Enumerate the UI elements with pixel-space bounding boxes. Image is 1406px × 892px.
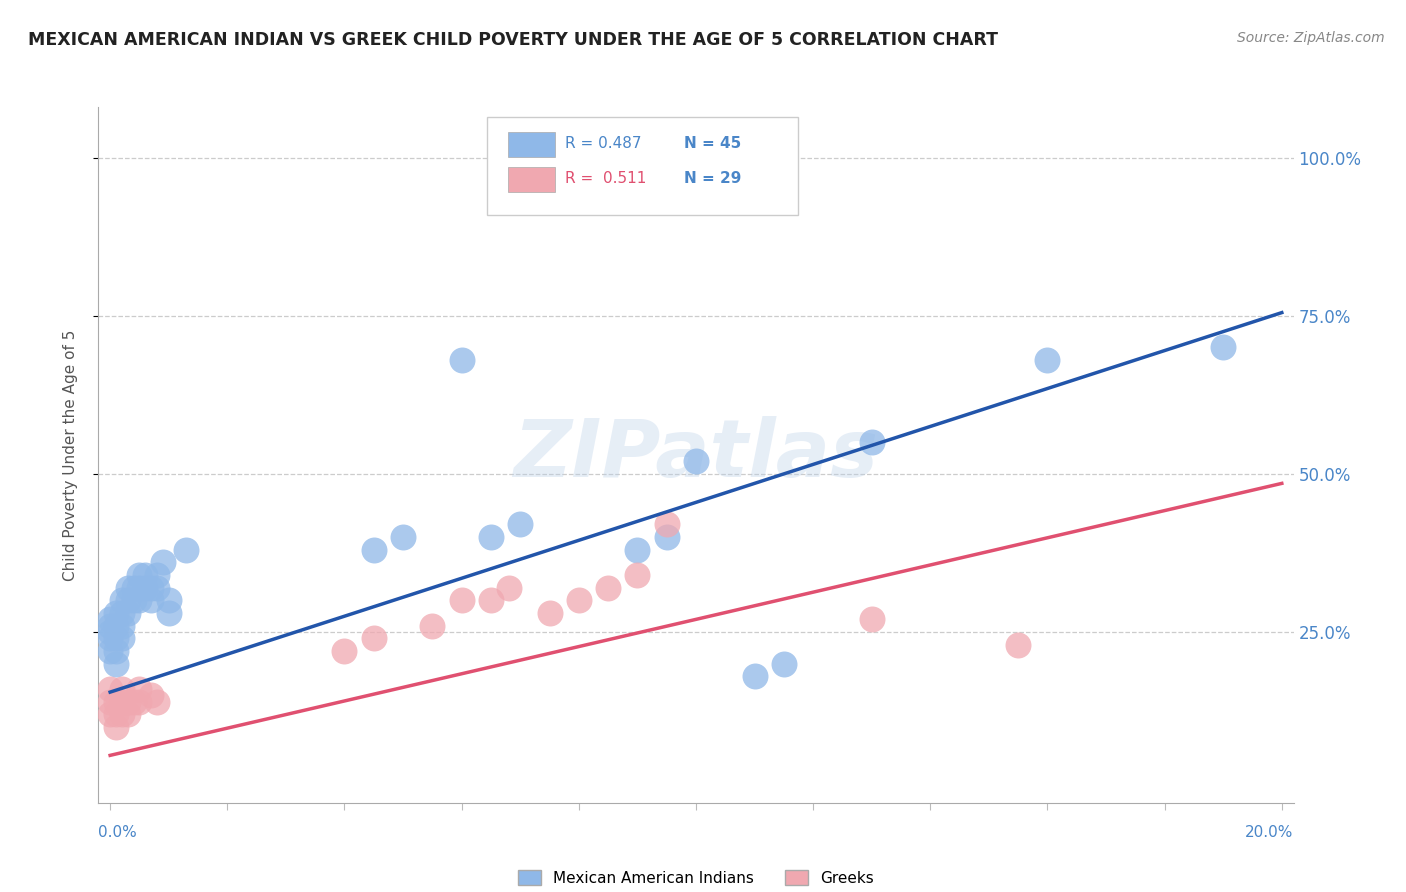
- Greeks: [128, 681, 150, 696]
- Mexican American Indians: [141, 593, 163, 607]
- Greeks: [117, 707, 139, 722]
- Mexican American Indians: [174, 542, 197, 557]
- Greeks: [141, 688, 163, 702]
- Greeks: [98, 707, 121, 722]
- Greeks: [626, 568, 648, 582]
- Greeks: [117, 695, 139, 709]
- Greeks: [422, 618, 444, 632]
- Greeks: [450, 593, 472, 607]
- Legend: Mexican American Indians, Greeks: Mexican American Indians, Greeks: [519, 870, 873, 886]
- Text: 20.0%: 20.0%: [1246, 825, 1294, 840]
- Greeks: [655, 517, 678, 532]
- Mexican American Indians: [117, 593, 139, 607]
- Greeks: [146, 695, 169, 709]
- Greeks: [122, 695, 145, 709]
- Mexican American Indians: [105, 644, 128, 658]
- FancyBboxPatch shape: [509, 167, 555, 192]
- Mexican American Indians: [392, 530, 415, 544]
- Mexican American Indians: [146, 568, 169, 582]
- Mexican American Indians: [141, 581, 163, 595]
- FancyBboxPatch shape: [486, 118, 797, 215]
- Mexican American Indians: [98, 625, 121, 640]
- Mexican American Indians: [773, 657, 796, 671]
- Mexican American Indians: [117, 606, 139, 620]
- Text: R = 0.487: R = 0.487: [565, 136, 641, 152]
- Mexican American Indians: [105, 632, 128, 646]
- Mexican American Indians: [122, 593, 145, 607]
- Text: MEXICAN AMERICAN INDIAN VS GREEK CHILD POVERTY UNDER THE AGE OF 5 CORRELATION CH: MEXICAN AMERICAN INDIAN VS GREEK CHILD P…: [28, 31, 998, 49]
- Mexican American Indians: [860, 435, 883, 450]
- Mexican American Indians: [105, 606, 128, 620]
- Mexican American Indians: [1212, 340, 1234, 354]
- Mexican American Indians: [157, 606, 180, 620]
- Greeks: [363, 632, 385, 646]
- Greeks: [111, 695, 134, 709]
- Mexican American Indians: [744, 669, 766, 683]
- Mexican American Indians: [626, 542, 648, 557]
- Greeks: [128, 695, 150, 709]
- Mexican American Indians: [105, 618, 128, 632]
- Greeks: [98, 681, 121, 696]
- Mexican American Indians: [685, 454, 707, 468]
- Mexican American Indians: [98, 612, 121, 626]
- Mexican American Indians: [98, 618, 121, 632]
- Greeks: [568, 593, 591, 607]
- Mexican American Indians: [98, 644, 121, 658]
- Text: Source: ZipAtlas.com: Source: ZipAtlas.com: [1237, 31, 1385, 45]
- Mexican American Indians: [152, 556, 174, 570]
- Mexican American Indians: [122, 581, 145, 595]
- Mexican American Indians: [363, 542, 385, 557]
- Mexican American Indians: [111, 593, 134, 607]
- Mexican American Indians: [128, 581, 150, 595]
- Mexican American Indians: [111, 618, 134, 632]
- Greeks: [538, 606, 561, 620]
- Greeks: [105, 695, 128, 709]
- Mexican American Indians: [105, 657, 128, 671]
- Text: N = 45: N = 45: [685, 136, 741, 152]
- Mexican American Indians: [479, 530, 502, 544]
- Greeks: [98, 695, 121, 709]
- Mexican American Indians: [117, 581, 139, 595]
- Text: 0.0%: 0.0%: [98, 825, 138, 840]
- Greeks: [111, 681, 134, 696]
- Greeks: [498, 581, 520, 595]
- Greeks: [105, 720, 128, 734]
- Mexican American Indians: [157, 593, 180, 607]
- Mexican American Indians: [146, 581, 169, 595]
- Mexican American Indians: [134, 568, 156, 582]
- Greeks: [105, 707, 128, 722]
- Mexican American Indians: [509, 517, 531, 532]
- Mexican American Indians: [655, 530, 678, 544]
- FancyBboxPatch shape: [509, 132, 555, 157]
- Greeks: [333, 644, 356, 658]
- Mexican American Indians: [450, 353, 472, 368]
- Mexican American Indians: [1036, 353, 1059, 368]
- Greeks: [596, 581, 619, 595]
- Greeks: [479, 593, 502, 607]
- Mexican American Indians: [111, 632, 134, 646]
- Mexican American Indians: [134, 581, 156, 595]
- Mexican American Indians: [98, 632, 121, 646]
- Text: R =  0.511: R = 0.511: [565, 171, 645, 186]
- Mexican American Indians: [128, 568, 150, 582]
- Text: N = 29: N = 29: [685, 171, 741, 186]
- Greeks: [111, 707, 134, 722]
- Mexican American Indians: [111, 606, 134, 620]
- Y-axis label: Child Poverty Under the Age of 5: Child Poverty Under the Age of 5: [63, 329, 77, 581]
- Greeks: [1007, 638, 1029, 652]
- Greeks: [860, 612, 883, 626]
- Text: ZIPatlas: ZIPatlas: [513, 416, 879, 494]
- Mexican American Indians: [128, 593, 150, 607]
